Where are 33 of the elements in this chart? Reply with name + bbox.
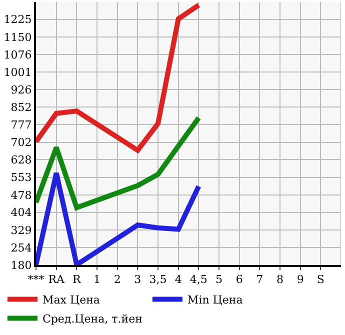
y-tick-label: 553 [10,171,32,184]
x-tick-label: *** [28,273,45,286]
x-tick-label: 3,5 [149,273,167,286]
x-tick-label: 4,5 [190,273,208,286]
x-tick-label: RA [48,273,66,286]
y-tick-label: 1076 [4,48,32,62]
x-tick-label: R [72,273,82,286]
y-tick-label: 702 [10,136,32,150]
legend-label: Сред.Цена, т.йен [42,312,142,326]
x-tick-label: 1 [94,273,100,286]
x-tick-label: 5 [216,273,222,286]
y-tick-label: 1150 [4,30,32,44]
x-tick-label: 8 [276,273,284,286]
x-tick-label: 4 [174,273,182,286]
x-tick-label: 7 [256,273,264,286]
y-tick-label: 329 [10,224,32,237]
y-tick-label: 404 [10,206,32,220]
x-tick-label: 6 [236,273,243,286]
y-tick-label: 478 [10,188,32,202]
x-tick-label: 2 [114,273,121,286]
x-tick-label: S [316,273,324,286]
legend-label: Min Цена [187,294,244,307]
y-tick-label: 1225 [4,13,32,26]
y-tick-label: 1001 [4,66,32,79]
x-tick-label: 3 [134,273,142,286]
x-tick-label: 9 [296,273,304,286]
y-tick-label: 926 [10,84,32,97]
legend-label: Max Цена [42,294,100,307]
y-tick-label: 777 [10,118,32,132]
y-tick-label: 628 [10,154,32,167]
y-tick-label: 254 [10,241,32,254]
y-tick-label: 180 [10,258,32,272]
y-tick-label: 852 [10,100,32,114]
